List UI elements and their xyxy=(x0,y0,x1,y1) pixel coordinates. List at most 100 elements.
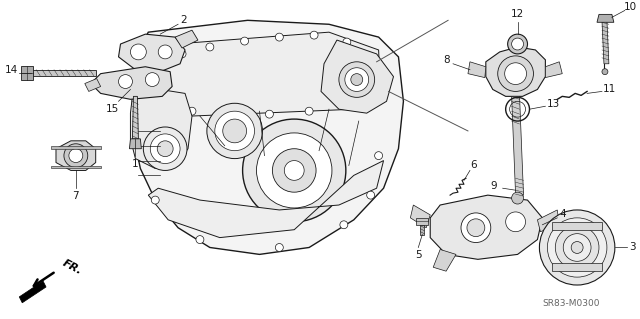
Circle shape xyxy=(206,43,214,51)
Polygon shape xyxy=(51,146,100,149)
Text: 9: 9 xyxy=(490,181,497,191)
Circle shape xyxy=(339,62,374,97)
Circle shape xyxy=(511,38,524,50)
Text: 15: 15 xyxy=(106,104,119,114)
Circle shape xyxy=(345,68,369,92)
Circle shape xyxy=(158,93,166,100)
Text: 2: 2 xyxy=(180,15,188,25)
Text: SR83-M0300: SR83-M0300 xyxy=(542,299,600,308)
Circle shape xyxy=(223,119,246,143)
Circle shape xyxy=(547,218,607,277)
Polygon shape xyxy=(175,30,198,48)
Text: 3: 3 xyxy=(629,242,636,252)
Circle shape xyxy=(157,141,173,157)
Polygon shape xyxy=(321,40,394,113)
Polygon shape xyxy=(148,160,383,238)
Circle shape xyxy=(226,110,234,118)
Circle shape xyxy=(540,210,615,285)
Circle shape xyxy=(556,226,599,269)
Polygon shape xyxy=(129,139,141,149)
Polygon shape xyxy=(602,20,609,64)
Text: 12: 12 xyxy=(511,9,524,19)
Circle shape xyxy=(367,191,374,199)
Text: 7: 7 xyxy=(72,191,79,201)
Circle shape xyxy=(275,33,284,41)
Circle shape xyxy=(345,101,353,109)
Polygon shape xyxy=(410,205,430,228)
Circle shape xyxy=(310,31,318,39)
Circle shape xyxy=(511,192,524,204)
Polygon shape xyxy=(31,70,96,76)
Circle shape xyxy=(374,152,383,160)
Circle shape xyxy=(340,221,348,229)
Polygon shape xyxy=(486,47,545,96)
Circle shape xyxy=(461,213,491,242)
Circle shape xyxy=(367,56,374,64)
Circle shape xyxy=(143,127,187,170)
Circle shape xyxy=(305,107,313,115)
Circle shape xyxy=(158,45,172,59)
Polygon shape xyxy=(597,14,614,22)
Text: 6: 6 xyxy=(470,160,477,169)
Polygon shape xyxy=(132,96,138,139)
Polygon shape xyxy=(468,62,486,78)
Circle shape xyxy=(188,107,196,115)
Circle shape xyxy=(351,74,363,85)
Circle shape xyxy=(215,111,255,151)
Polygon shape xyxy=(552,263,602,271)
Polygon shape xyxy=(545,62,563,78)
Polygon shape xyxy=(158,32,381,116)
Polygon shape xyxy=(91,67,172,99)
Polygon shape xyxy=(132,20,403,254)
Polygon shape xyxy=(417,218,428,225)
Circle shape xyxy=(602,69,608,75)
Polygon shape xyxy=(56,141,96,170)
Polygon shape xyxy=(84,78,100,92)
Circle shape xyxy=(151,196,159,204)
Text: 11: 11 xyxy=(604,85,616,94)
Text: 5: 5 xyxy=(415,250,422,260)
Circle shape xyxy=(241,37,248,45)
Polygon shape xyxy=(131,89,192,168)
Polygon shape xyxy=(19,281,46,303)
Circle shape xyxy=(131,44,147,60)
Text: 13: 13 xyxy=(547,99,560,109)
Circle shape xyxy=(178,50,186,58)
Circle shape xyxy=(506,212,525,232)
Circle shape xyxy=(64,144,88,167)
Circle shape xyxy=(467,219,485,237)
Circle shape xyxy=(118,75,132,88)
Polygon shape xyxy=(433,249,456,271)
Polygon shape xyxy=(51,166,100,168)
Circle shape xyxy=(273,149,316,192)
Circle shape xyxy=(207,103,262,159)
Circle shape xyxy=(69,149,83,163)
Circle shape xyxy=(571,241,583,253)
Polygon shape xyxy=(21,66,33,79)
Text: 1: 1 xyxy=(132,159,139,168)
Text: 4: 4 xyxy=(560,209,566,219)
Circle shape xyxy=(369,87,376,95)
Circle shape xyxy=(275,243,284,251)
Polygon shape xyxy=(430,195,542,259)
Circle shape xyxy=(284,160,304,180)
Circle shape xyxy=(498,56,534,92)
Polygon shape xyxy=(552,222,602,230)
Circle shape xyxy=(257,133,332,208)
Polygon shape xyxy=(118,34,185,72)
Circle shape xyxy=(196,236,204,243)
Polygon shape xyxy=(511,96,524,195)
Circle shape xyxy=(343,38,351,46)
Circle shape xyxy=(505,63,527,85)
Circle shape xyxy=(563,234,591,261)
Polygon shape xyxy=(420,225,424,235)
Circle shape xyxy=(243,119,346,222)
Polygon shape xyxy=(538,210,559,232)
Text: 10: 10 xyxy=(624,3,637,12)
Circle shape xyxy=(266,110,273,118)
Text: 8: 8 xyxy=(443,55,449,65)
Circle shape xyxy=(508,34,527,54)
Text: 14: 14 xyxy=(4,65,18,75)
Circle shape xyxy=(145,73,159,86)
Text: FR.: FR. xyxy=(61,258,84,277)
